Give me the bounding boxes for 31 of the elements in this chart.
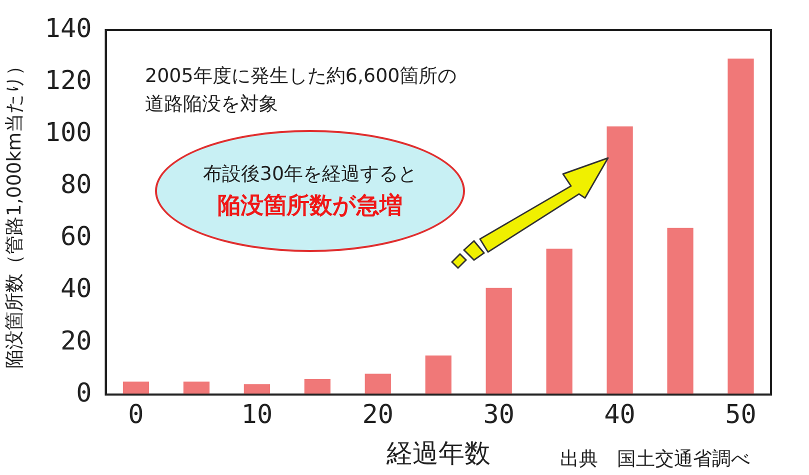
annotation: 布設後30年を経過すると bbox=[202, 162, 418, 187]
y-tick-label: 20 bbox=[60, 326, 92, 356]
bar bbox=[728, 58, 754, 395]
y-tick-label: 0 bbox=[76, 378, 92, 408]
x-tick-label: 40 bbox=[604, 400, 636, 430]
bar bbox=[304, 378, 330, 395]
bar bbox=[122, 382, 150, 395]
x-axis-title: 経過年数 bbox=[385, 439, 490, 470]
y-tick-label: 60 bbox=[60, 222, 92, 252]
bar bbox=[364, 374, 391, 395]
x-tick-label: 50 bbox=[725, 400, 756, 430]
bar bbox=[425, 356, 452, 395]
annotation: 2005年度に発生した約6,600箇所の道路陥没を対象 bbox=[145, 64, 458, 117]
y-axis-title: 陥没箇所数（管路1,000km当たり） bbox=[3, 56, 26, 368]
bar bbox=[606, 126, 633, 395]
x-tick-label: 10 bbox=[241, 400, 273, 430]
x-tick-label: 0 bbox=[128, 400, 144, 430]
bar bbox=[183, 382, 210, 395]
y-tick-label: 40 bbox=[60, 274, 92, 304]
y-tick-label: 140 bbox=[44, 14, 92, 44]
bar bbox=[244, 384, 270, 395]
y-tick-label: 100 bbox=[44, 118, 92, 148]
annotation: 陥没箇所数が急増 bbox=[216, 192, 404, 221]
bar bbox=[546, 248, 572, 395]
x-tick-label: 20 bbox=[362, 400, 394, 430]
x-tick-label: 30 bbox=[483, 400, 515, 430]
bar bbox=[486, 288, 512, 395]
source-note: 出典 国土交通省調べ bbox=[560, 447, 750, 472]
bar bbox=[667, 228, 694, 395]
y-tick-label: 80 bbox=[60, 170, 92, 200]
y-tick-label: 120 bbox=[44, 66, 92, 96]
